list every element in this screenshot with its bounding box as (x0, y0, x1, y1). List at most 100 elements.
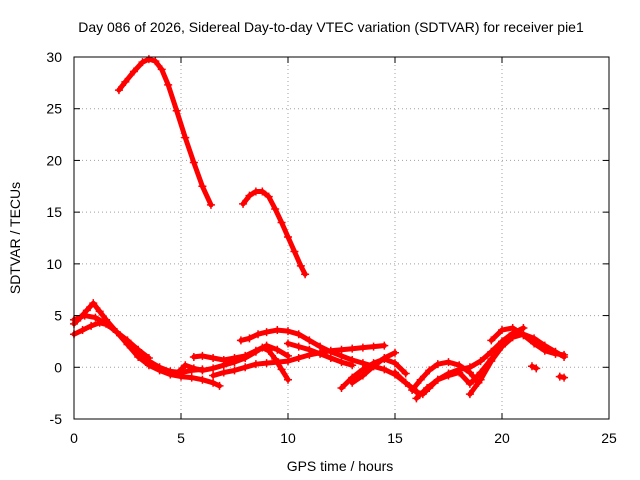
data-point (498, 326, 506, 335)
data-point (245, 191, 254, 200)
data-point (305, 345, 314, 354)
data-point (102, 319, 111, 328)
data-point (296, 261, 305, 270)
data-point (95, 307, 104, 316)
data-point (425, 366, 434, 375)
data-point (189, 158, 198, 167)
data-point (219, 368, 228, 377)
data-point (498, 342, 506, 351)
data-point (264, 192, 273, 201)
data-point (284, 375, 292, 384)
data-point (294, 330, 303, 339)
series-arc-g (189, 341, 292, 365)
data-point (277, 218, 286, 227)
data-point (433, 360, 442, 369)
data-point (258, 187, 267, 196)
data-point (273, 326, 282, 335)
data-point (358, 371, 367, 380)
series-arc-e (70, 311, 153, 362)
data-point (134, 345, 143, 354)
series-arc-f (172, 343, 292, 384)
data-point (271, 205, 280, 214)
series-arc-j (284, 339, 357, 370)
data-point (89, 299, 98, 308)
data-point (87, 321, 96, 330)
data-point (487, 347, 496, 356)
y-tick-label: 15 (46, 204, 62, 220)
data-point (144, 353, 153, 362)
data-point (530, 339, 539, 348)
x-axis-title: GPS time / hours (287, 458, 394, 474)
data-point (412, 394, 421, 403)
data-point (348, 344, 357, 353)
data-point (391, 359, 399, 368)
data-series (70, 55, 569, 403)
data-point (189, 364, 198, 373)
data-point (273, 345, 282, 354)
data-point (433, 375, 442, 384)
y-axis-title: SDTVAR / TECUs (7, 182, 23, 294)
data-point (301, 270, 310, 279)
data-point (476, 357, 485, 366)
data-point (209, 378, 218, 387)
data-point (151, 57, 160, 66)
data-point (215, 381, 224, 390)
data-point (239, 199, 248, 208)
data-point (337, 383, 346, 392)
data-point (348, 361, 357, 370)
data-point (444, 358, 453, 367)
data-point (284, 327, 292, 336)
data-point (380, 341, 389, 350)
data-point (532, 364, 541, 373)
axis-ticks: 0 5 10 15 20 25 -5 0 5 10 15 20 25 30 (46, 49, 617, 446)
data-point (91, 313, 100, 322)
series-arc-l (348, 348, 399, 387)
data-point (401, 378, 410, 387)
data-point (245, 334, 254, 343)
data-point (326, 353, 335, 362)
data-point (198, 366, 207, 375)
data-point (114, 86, 123, 95)
data-point (416, 375, 425, 384)
y-tick-label: 5 (54, 308, 62, 324)
data-point (337, 358, 346, 367)
series-trace (409, 359, 481, 393)
data-point (284, 357, 292, 366)
data-point (465, 379, 474, 388)
data-point (198, 182, 207, 191)
x-tick-label: 20 (494, 430, 510, 446)
data-point (230, 366, 239, 375)
data-point (157, 65, 166, 74)
y-tick-label: 0 (54, 359, 62, 375)
data-point (251, 360, 260, 369)
data-point (527, 362, 536, 371)
data-point (551, 349, 560, 358)
data-point (273, 358, 282, 367)
data-point (251, 346, 260, 355)
series-arc-s (527, 362, 541, 373)
data-point (262, 341, 271, 350)
series-arc-n (408, 358, 483, 395)
x-tick-label: 5 (177, 430, 185, 446)
data-point (241, 363, 250, 372)
data-point (316, 349, 325, 358)
data-point (209, 364, 218, 373)
data-point (277, 365, 286, 374)
y-tick-label: 20 (46, 152, 62, 168)
series-trace (191, 343, 291, 363)
data-point (284, 232, 292, 241)
data-point (560, 350, 569, 359)
data-point (129, 67, 138, 76)
data-point (555, 372, 564, 381)
data-point (455, 361, 464, 370)
data-point (209, 353, 218, 362)
data-point (138, 58, 147, 67)
data-point (172, 369, 181, 378)
data-point (380, 353, 389, 362)
data-point (121, 77, 130, 86)
data-point (348, 378, 357, 387)
x-tick-label: 10 (280, 430, 296, 446)
data-point (487, 357, 496, 366)
plot-frame (73, 56, 610, 420)
